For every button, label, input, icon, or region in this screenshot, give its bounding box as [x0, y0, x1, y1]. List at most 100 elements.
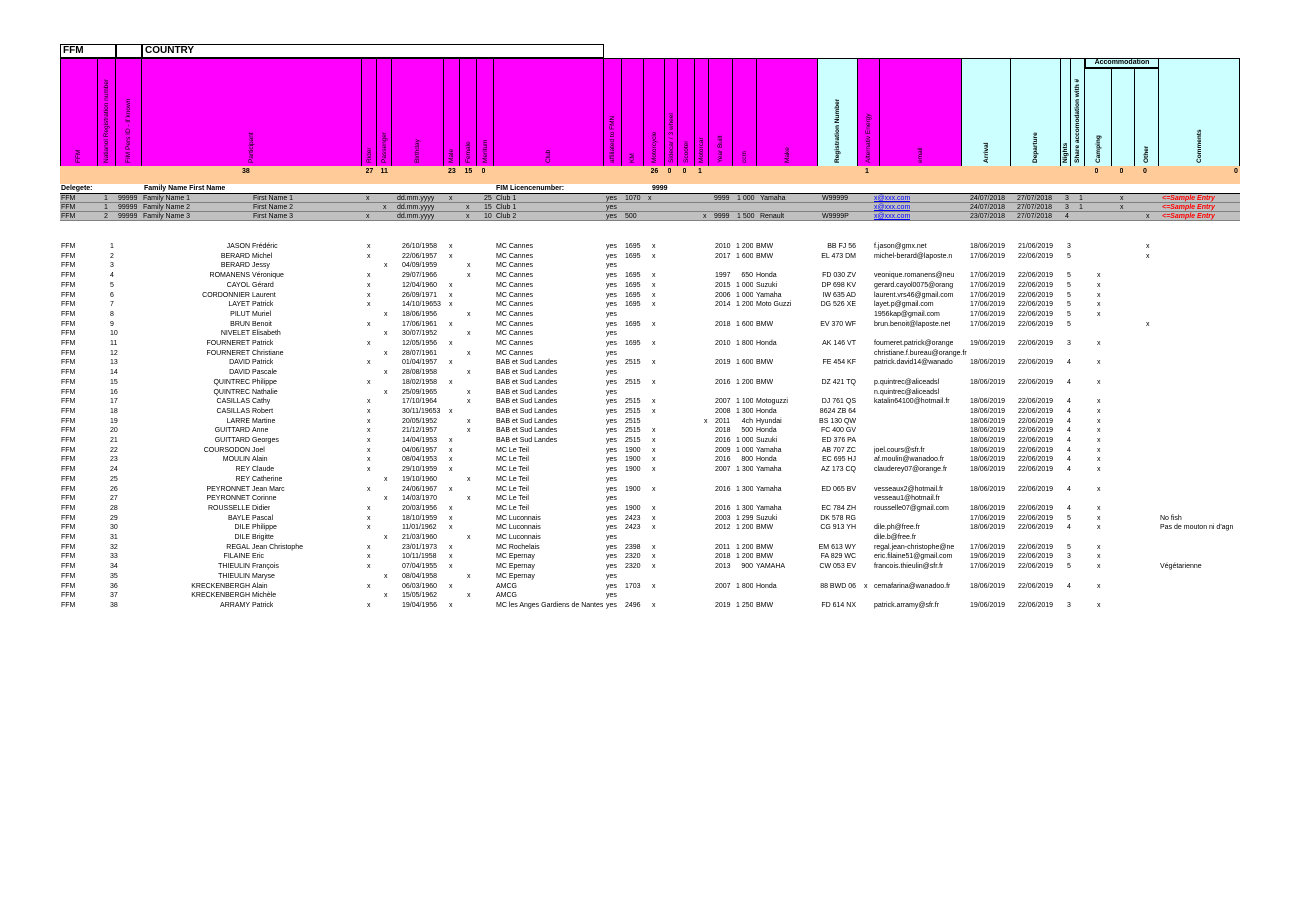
fim-licence-value[interactable]: 9999: [652, 185, 668, 192]
cell-affiliated: yes: [606, 495, 617, 503]
cell-year: 2007: [715, 398, 731, 406]
sample-row[interactable]: [60, 194, 1240, 203]
cell-number: 2: [110, 252, 114, 260]
cell-club: AMCG: [496, 592, 517, 600]
sample-email[interactable]: x@xxx.com: [874, 204, 911, 211]
cell-female: x: [467, 427, 471, 435]
sample-car: x: [703, 213, 707, 220]
cell-first-name: Joel: [252, 446, 265, 454]
cell-departure: 22/06/2019: [1018, 320, 1054, 328]
cell-ccm: 500: [741, 427, 753, 435]
cell-departure: 22/06/2019: [1018, 252, 1054, 260]
cell-arrival: 18/06/2019: [970, 456, 1006, 464]
sample-email[interactable]: x@xxx.com: [874, 195, 911, 202]
cell-female: x: [467, 592, 471, 600]
cell-camping: x: [1097, 427, 1101, 435]
cell-family-name: QUINTREC: [213, 378, 250, 386]
cell-km: 1900: [625, 446, 641, 454]
total-comments: 0: [1234, 168, 1238, 175]
cell-departure: 22/06/2019: [1018, 456, 1054, 464]
header-birthday: Birthday: [392, 58, 444, 166]
cell-first-name: Laurent: [252, 291, 276, 299]
cell-make: Honda: [756, 427, 777, 435]
cell-departure: 22/06/2019: [1018, 398, 1054, 406]
cell-ffm: FFM: [61, 359, 76, 367]
cell-km: 1695: [625, 252, 641, 260]
cell-nights: 4: [1067, 446, 1071, 454]
header-label-email: email: [917, 147, 924, 163]
cell-email: katalin64100@hotmail.fr: [874, 398, 950, 406]
cell-departure: 22/06/2019: [1018, 301, 1054, 309]
ffm-title: FFM: [63, 45, 84, 56]
sample-row[interactable]: [60, 203, 1240, 212]
cell-email: eric.filaine51@gmail.com: [874, 553, 953, 561]
cell-camping: x: [1097, 437, 1101, 444]
cell-female: x: [467, 534, 471, 541]
cell-arrival: 18/06/2019: [970, 524, 1006, 532]
cell-camping: x: [1097, 398, 1101, 406]
cell-affiliated: yes: [606, 446, 617, 454]
cell-ffm: FFM: [61, 272, 76, 280]
cell-number: 27: [110, 495, 118, 503]
cell-passenger: x: [384, 475, 388, 483]
cell-affiliated: yes: [606, 553, 617, 561]
cell-affiliated: yes: [606, 592, 617, 600]
cell-rider: x: [367, 407, 371, 415]
country-title-cell[interactable]: COUNTRY: [142, 44, 604, 58]
cell-km: 2515: [625, 359, 641, 367]
cell-nights: 5: [1067, 563, 1071, 571]
sample-row[interactable]: [60, 212, 1240, 221]
sample-make: Renault: [760, 213, 785, 220]
cell-year: 2010: [715, 243, 731, 250]
cell-km: 2515: [625, 437, 641, 444]
total-other: 0: [1143, 168, 1147, 175]
cell-camping: x: [1097, 446, 1101, 454]
cell-female: x: [467, 388, 471, 396]
cell-family-name: KRECKENBERGH: [191, 592, 250, 600]
delegate-label: Delegete:: [61, 185, 93, 192]
cell-departure: 22/06/2019: [1018, 359, 1054, 367]
sample-km: 500: [625, 213, 637, 220]
cell-club: MC Rochelais: [496, 543, 540, 551]
header-label-affiliated: affiliated to FMN: [609, 115, 616, 163]
cell-registration: FD 030 ZV: [822, 272, 856, 280]
header-label-nights: Nights: [1062, 142, 1069, 163]
cell-family-name: COURSODON: [203, 446, 250, 454]
cell-club: MC Le Teil: [496, 456, 529, 464]
header-label-rider: Rider: [366, 147, 373, 163]
cell-camping: x: [1097, 272, 1101, 280]
cell-birthday: 11/01/1962: [402, 524, 437, 532]
cell-departure: 22/06/2019: [1018, 427, 1054, 435]
cell-ffm: FFM: [61, 398, 76, 406]
cell-first-name: Brigitte: [252, 534, 274, 541]
cell-affiliated: yes: [606, 243, 617, 250]
cell-ffm: FFM: [61, 495, 76, 503]
cell-year: 2007: [715, 466, 731, 474]
cell-first-name: Pascal: [252, 514, 274, 522]
cell-male: x: [449, 340, 453, 347]
cell-km: 2320: [625, 563, 641, 571]
cell-camping: x: [1097, 485, 1101, 493]
cell-club: MC Cannes: [496, 330, 533, 338]
cell-registration: ED 065 BV: [821, 485, 856, 493]
sample-moto: x: [648, 195, 652, 202]
cell-number: 9: [110, 320, 114, 328]
cell-rider: x: [367, 252, 371, 260]
cell-family-name: CASILLAS: [216, 398, 250, 406]
cell-ffm: FFM: [61, 466, 76, 474]
cell-family-name: PEYRONNET: [206, 495, 250, 503]
cell-affiliated: yes: [606, 252, 617, 260]
header-nights: Nights: [1061, 58, 1071, 166]
cell-affiliated: yes: [606, 466, 617, 474]
delegate-name-label: Family Name First Name: [144, 185, 226, 192]
cell-km: 2398: [625, 543, 641, 551]
cell-club: MC Cannes: [496, 243, 533, 250]
cell-motorcycle: x: [652, 504, 656, 512]
sample-aff: yes: [606, 195, 617, 202]
cell-arrival: 17/06/2019: [970, 310, 1006, 318]
cell-rider: x: [367, 427, 371, 435]
header-regnum: Registration Number: [818, 58, 858, 166]
cell-ffm: FFM: [61, 437, 76, 444]
header-ccm: ccm: [733, 58, 757, 166]
sample-email[interactable]: x@xxx.com: [874, 213, 911, 220]
